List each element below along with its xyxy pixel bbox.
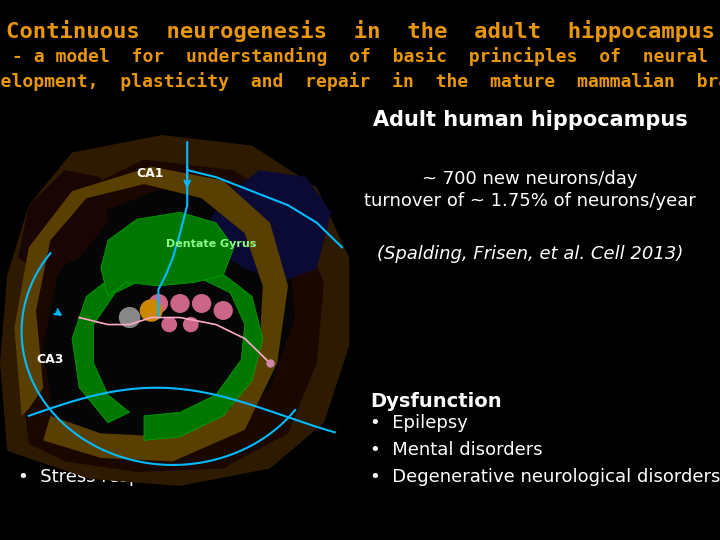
Text: - a model  for  understanding  of  basic  principles  of  neural: - a model for understanding of basic pri… xyxy=(12,47,708,66)
Circle shape xyxy=(150,295,167,312)
Circle shape xyxy=(193,295,211,312)
Polygon shape xyxy=(43,184,295,458)
Text: Continuous  neurogenesis  in  the  adult  hippocampus: Continuous neurogenesis in the adult hip… xyxy=(6,20,714,42)
Polygon shape xyxy=(72,258,263,441)
Circle shape xyxy=(120,308,140,327)
Circle shape xyxy=(215,302,232,319)
Text: •  Mental disorders: • Mental disorders xyxy=(370,441,543,459)
Polygon shape xyxy=(101,212,234,296)
Text: •  Learning and memory: • Learning and memory xyxy=(18,414,239,432)
Polygon shape xyxy=(18,170,108,275)
Text: •  Stress responses: • Stress responses xyxy=(18,468,193,486)
Text: Functions: Functions xyxy=(18,392,125,411)
Text: CA1: CA1 xyxy=(137,167,164,180)
Text: turnover of ~ 1.75% of neurons/year: turnover of ~ 1.75% of neurons/year xyxy=(364,192,696,210)
Polygon shape xyxy=(14,166,288,461)
Polygon shape xyxy=(0,135,349,486)
Circle shape xyxy=(171,295,189,312)
Circle shape xyxy=(184,318,198,332)
Circle shape xyxy=(162,318,176,332)
Text: Adult human hippocampus: Adult human hippocampus xyxy=(373,110,688,130)
Text: (Spalding, Frisen, et al. Cell 2013): (Spalding, Frisen, et al. Cell 2013) xyxy=(377,245,683,263)
Text: Dysfunction: Dysfunction xyxy=(370,392,502,411)
Text: development,  plasticity  and  repair  in  the  mature  mammalian  brain: development, plasticity and repair in th… xyxy=(0,72,720,91)
Text: •  Degenerative neurological disorders: • Degenerative neurological disorders xyxy=(370,468,720,486)
Text: Dentate Gyrus: Dentate Gyrus xyxy=(166,239,256,249)
Text: CA3: CA3 xyxy=(36,353,63,366)
Text: •  Epilepsy: • Epilepsy xyxy=(370,414,468,432)
Text: •  Mood regulation: • Mood regulation xyxy=(18,441,186,459)
Polygon shape xyxy=(18,160,324,472)
Circle shape xyxy=(140,300,162,321)
Text: ~ 700 new neurons/day: ~ 700 new neurons/day xyxy=(422,170,638,188)
Polygon shape xyxy=(198,170,331,282)
